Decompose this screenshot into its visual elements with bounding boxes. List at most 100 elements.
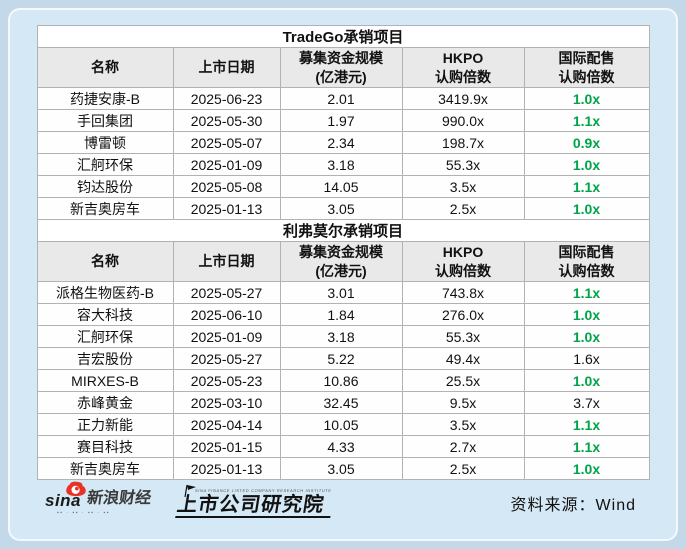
funds-raised: 3.05 [279, 197, 403, 220]
hkpo-subscription-multiple: 743.8x [401, 281, 525, 304]
table-row: 手回集团 2025-05-30 1.97 990.0x 1.1x [36, 109, 650, 132]
table-row: MIRXES-B 2025-05-23 10.86 25.5x 1.0x [36, 369, 650, 392]
company-name: 正力新能 [36, 413, 174, 436]
hkpo-subscription-multiple: 198.7x [401, 131, 525, 154]
funds-raised: 4.33 [279, 435, 403, 458]
table-row: 正力新能 2025-04-14 10.05 3.5x 1.1x [36, 413, 650, 436]
company-name: 钧达股份 [36, 175, 174, 198]
listing-date: 2025-04-14 [172, 413, 281, 436]
hkpo-subscription-multiple: 25.5x [401, 369, 525, 392]
company-name: 赤峰黄金 [36, 391, 174, 414]
intl-placement-multiple: 1.1x [523, 413, 650, 436]
table-row: 汇舸环保 2025-01-09 3.18 55.3x 1.0x [36, 153, 650, 176]
section-title: TradeGo承销项目 [36, 25, 650, 48]
column-header-row: 名称 上市日期 募集资金规模 (亿港元) HKPO 认购倍数 国际配售 认购倍数 [36, 47, 650, 88]
table-row: 派格生物医药-B 2025-05-27 3.01 743.8x 1.1x [36, 281, 650, 304]
listing-date: 2025-05-27 [172, 347, 281, 370]
table-row: 新吉奥房车 2025-01-13 3.05 2.5x 1.0x [36, 457, 650, 480]
hkpo-subscription-multiple: 9.5x [401, 391, 525, 414]
intl-placement-multiple: 1.0x [523, 153, 650, 176]
column-header: 名称 [36, 241, 174, 282]
intl-placement-multiple: 1.0x [523, 87, 650, 110]
listing-date: 2025-05-07 [172, 131, 281, 154]
hkpo-subscription-multiple: 2.7x [401, 435, 525, 458]
listing-date: 2025-05-27 [172, 281, 281, 304]
table-row: 新吉奥房车 2025-01-13 3.05 2.5x 1.0x [36, 197, 650, 220]
hkpo-subscription-multiple: 3419.9x [401, 87, 525, 110]
funds-raised: 10.86 [279, 369, 403, 392]
sina-finance-brand: 新浪财经 [85, 490, 153, 507]
table-row: 赛目科技 2025-01-15 4.33 2.7x 1.1x [36, 435, 650, 458]
company-name: 新吉奥房车 [36, 197, 174, 220]
funds-raised: 3.18 [279, 325, 403, 348]
company-name: 汇舸环保 [36, 325, 174, 348]
table-row: 赤峰黄金 2025-03-10 32.45 9.5x 3.7x [36, 391, 650, 414]
column-header-row: 名称 上市日期 募集资金规模 (亿港元) HKPO 认购倍数 国际配售 认购倍数 [36, 241, 650, 282]
company-name: 手回集团 [36, 109, 174, 132]
intl-placement-multiple: 1.6x [523, 347, 650, 370]
funds-raised: 1.84 [279, 303, 403, 326]
funds-raised: 3.01 [279, 281, 403, 304]
column-header: 国际配售 认购倍数 [523, 241, 650, 282]
column-header: 募集资金规模 (亿港元) [279, 47, 403, 88]
intl-placement-multiple: 1.0x [523, 303, 650, 326]
hkpo-subscription-multiple: 2.5x [401, 197, 525, 220]
funds-raised: 1.97 [279, 109, 403, 132]
column-header: HKPO 认购倍数 [401, 47, 525, 88]
column-header: 上市日期 [172, 47, 281, 88]
company-name: 博雷顿 [36, 131, 174, 154]
column-header: 募集资金规模 (亿港元) [279, 241, 403, 282]
listing-date: 2025-03-10 [172, 391, 281, 414]
section-title: 利弗莫尔承销项目 [36, 219, 650, 242]
intl-placement-multiple: 1.1x [523, 109, 650, 132]
ipo-table: TradeGo承销项目 名称 上市日期 募集资金规模 (亿港元) HKPO 认购倍数 国际配售… [36, 25, 650, 480]
research-institute-logo: SINA FINANCE LISTED COMPANY RESEARCH INS… [175, 484, 334, 518]
hkpo-subscription-multiple: 55.3x [401, 153, 525, 176]
listing-date: 2025-01-09 [172, 153, 281, 176]
hkpo-subscription-multiple: 990.0x [401, 109, 525, 132]
listing-date: 2025-01-09 [172, 325, 281, 348]
hkpo-subscription-multiple: 55.3x [401, 325, 525, 348]
section-title-row: TradeGo承销项目 [36, 25, 650, 48]
listing-date: 2025-05-30 [172, 109, 281, 132]
company-name: 吉宏股份 [36, 347, 174, 370]
hkpo-subscription-multiple: 3.5x [401, 175, 525, 198]
intl-placement-multiple: 3.7x [523, 391, 650, 414]
hkpo-subscription-multiple: 2.5x [401, 457, 525, 480]
table-row: 药捷安康-B 2025-06-23 2.01 3419.9x 1.0x [36, 87, 650, 110]
column-header: 上市日期 [172, 241, 281, 282]
funds-raised: 3.05 [279, 457, 403, 480]
intl-placement-multiple: 1.0x [523, 197, 650, 220]
column-header: HKPO 认购倍数 [401, 241, 525, 282]
listing-date: 2025-05-08 [172, 175, 281, 198]
company-name: 派格生物医药-B [36, 281, 174, 304]
sina-tagline: ▪▪ · ▪▪ · ▪▪ · ▪▪ [57, 510, 111, 516]
data-source-label: 资料来源：Wind [510, 497, 636, 514]
company-name: 药捷安康-B [36, 87, 174, 110]
company-name: 汇舸环保 [36, 153, 174, 176]
table-row: 汇舸环保 2025-01-09 3.18 55.3x 1.0x [36, 325, 650, 348]
institute-caption: SINA FINANCE LISTED COMPANY RESEARCH INS… [194, 487, 333, 493]
intl-placement-multiple: 1.1x [523, 175, 650, 198]
listing-date: 2025-05-23 [172, 369, 281, 392]
funds-raised: 10.05 [279, 413, 403, 436]
listing-date: 2025-01-13 [172, 457, 281, 480]
content-panel: TradeGo承销项目 名称 上市日期 募集资金规模 (亿港元) HKPO 认购倍数 国际配售… [8, 8, 678, 541]
column-header: 国际配售 认购倍数 [523, 47, 650, 88]
flag-icon [184, 484, 197, 497]
company-name: 赛目科技 [36, 435, 174, 458]
sina-logo-row: sina 新浪财经 [45, 490, 153, 510]
listing-date: 2025-01-15 [172, 435, 281, 458]
funds-raised: 32.45 [279, 391, 403, 414]
company-name: 容大科技 [36, 303, 174, 326]
company-name: 新吉奥房车 [36, 457, 174, 480]
table-row: 博雷顿 2025-05-07 2.34 198.7x 0.9x [36, 131, 650, 154]
table-row: 容大科技 2025-06-10 1.84 276.0x 1.0x [36, 303, 650, 326]
listing-date: 2025-06-23 [172, 87, 281, 110]
sina-wordmark: sina [45, 491, 82, 510]
institute-name: 上市公司研究院 [175, 494, 334, 518]
funds-raised: 5.22 [279, 347, 403, 370]
intl-placement-multiple: 1.1x [523, 435, 650, 458]
listing-date: 2025-06-10 [172, 303, 281, 326]
column-header: 名称 [36, 47, 174, 88]
